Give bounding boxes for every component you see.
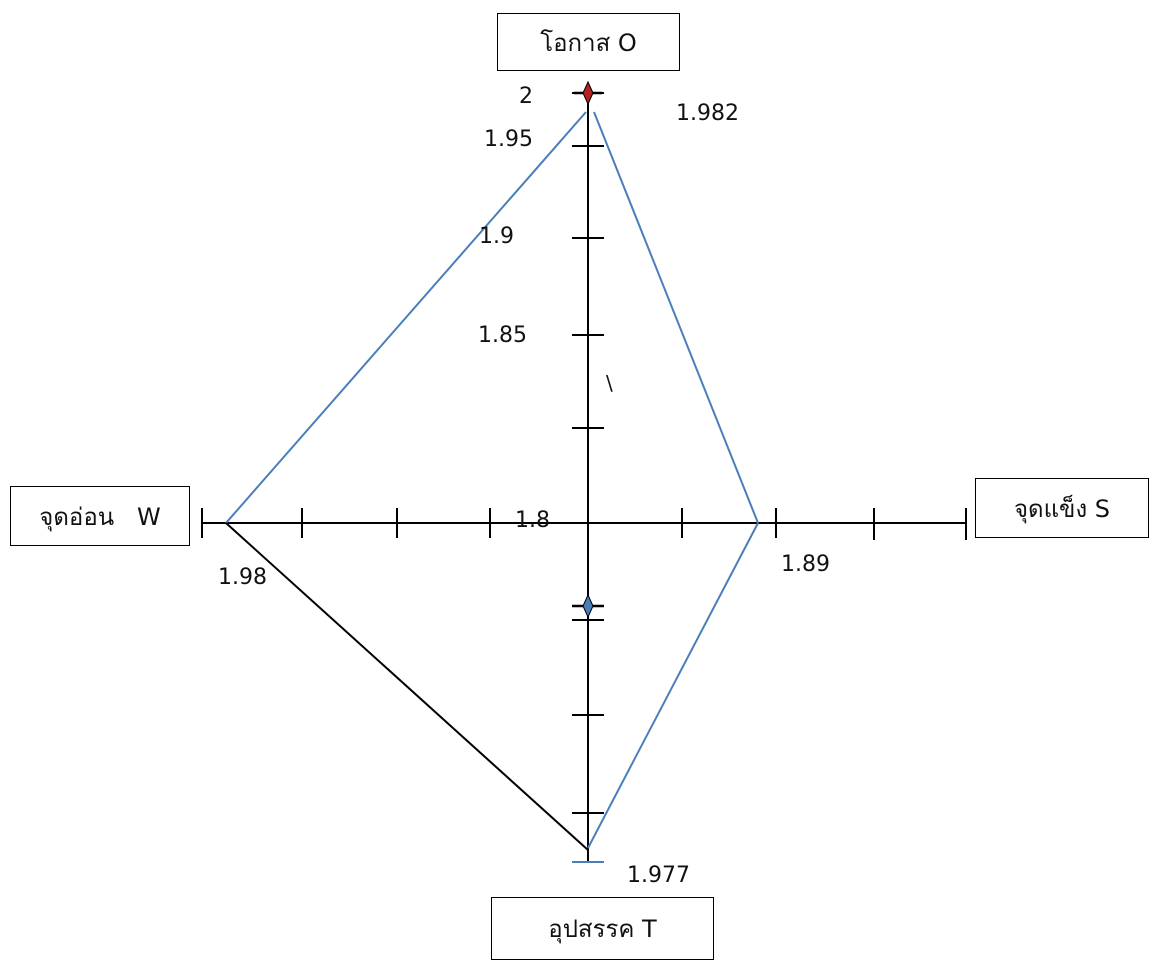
value-label-threat: 1.977 — [627, 863, 690, 888]
edge-weakness-opportunity — [225, 111, 587, 524]
quadrant-weakness-box: จุดอ่อน W — [10, 486, 190, 546]
quadrant-weakness-label: จุดอ่อน W — [39, 502, 161, 531]
tick-label-2: 2 — [519, 84, 533, 109]
edge-strength-threat — [587, 522, 759, 849]
quadrant-strength-box: จุดแข็ง S — [975, 478, 1149, 538]
tick-label-1-8: 1.8 — [515, 508, 550, 533]
marker-opportunity — [574, 80, 602, 106]
edge-opportunity-strength — [593, 111, 759, 524]
tick-label-1-9: 1.9 — [479, 224, 514, 249]
tick-label-1-85: 1.85 — [478, 323, 527, 348]
marker-threat — [572, 593, 604, 619]
quadrant-threat-box: อุปสรรค T — [491, 897, 714, 960]
quadrant-strength-label: จุดแข็ง S — [1013, 494, 1111, 523]
tick-label-1-95: 1.95 — [484, 127, 533, 152]
edge-weakness-threat — [225, 522, 589, 851]
quadrant-threat-label: อุปสรรค T — [548, 915, 657, 943]
value-label-weakness: 1.98 — [218, 565, 267, 590]
value-label-strength: 1.89 — [781, 552, 830, 577]
quadrant-opportunity-label: โอกาส O — [540, 28, 637, 57]
value-label-opportunity: 1.982 — [676, 101, 739, 126]
stray-backslash: \ — [606, 371, 613, 395]
quadrant-opportunity-box: โอกาส O — [497, 13, 680, 71]
